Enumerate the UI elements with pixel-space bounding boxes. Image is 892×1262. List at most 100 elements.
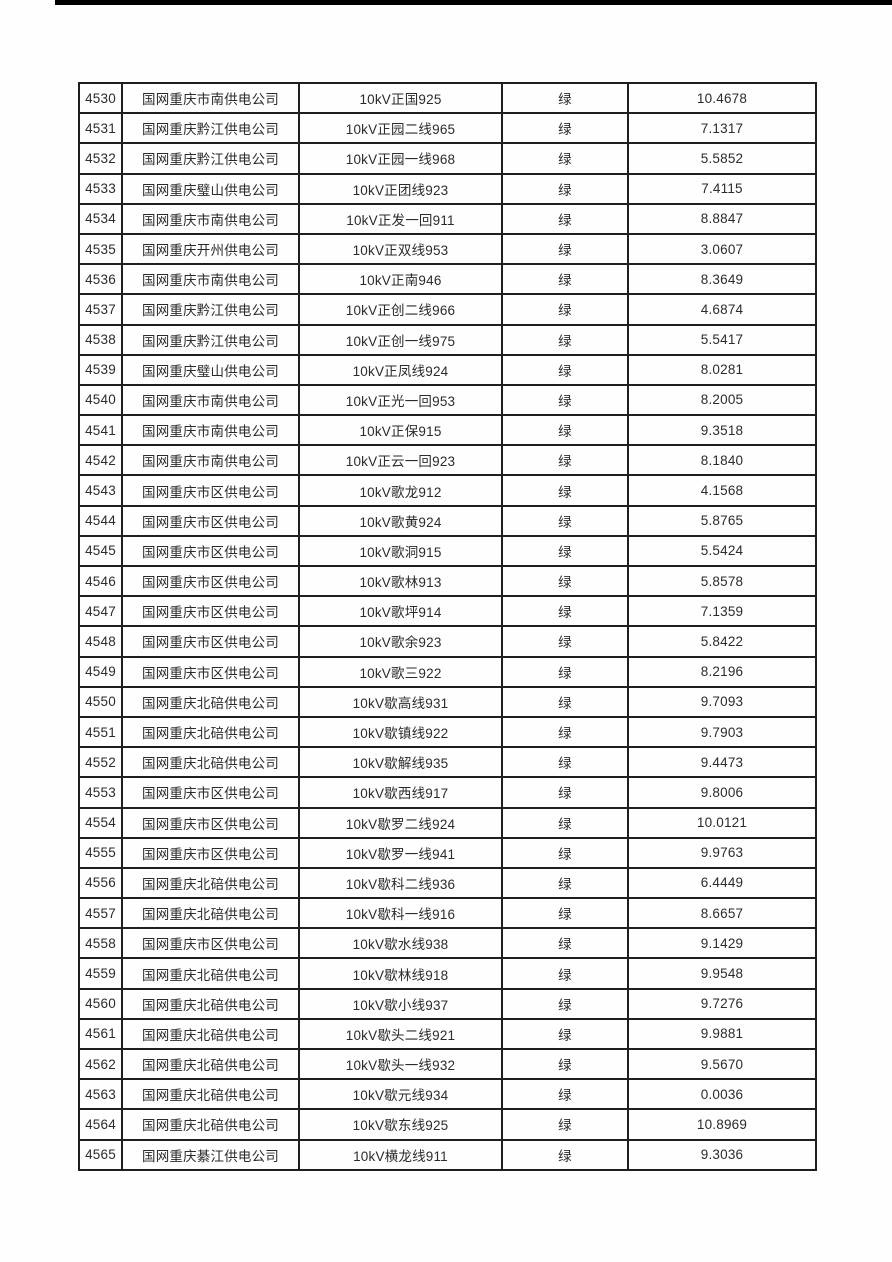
status-cell: 绿 — [501, 534, 629, 568]
company-cell: 国网重庆北碚供电公司 — [121, 1108, 300, 1141]
line-name-cell: 10kV歇头二线921 — [298, 1017, 503, 1051]
value-cell: 10.4678 — [627, 81, 817, 115]
row-id-cell: 4538 — [78, 323, 123, 356]
company-cell: 国网重庆黔江供电公司 — [121, 142, 300, 175]
status-cell: 绿 — [501, 625, 629, 658]
row-id-cell: 4531 — [78, 112, 123, 145]
line-name-cell: 10kV正云一回923 — [298, 444, 503, 477]
row-id-cell: 4552 — [78, 746, 123, 779]
company-cell: 国网重庆北碚供电公司 — [121, 685, 300, 718]
row-id-cell: 4550 — [78, 685, 123, 718]
line-name-cell: 10kV歌坪914 — [298, 595, 503, 628]
row-id-cell: 4564 — [78, 1108, 123, 1141]
table-row: 4552 国网重庆北碚供电公司 10kV歇解线935 绿 9.4473 — [78, 746, 817, 779]
company-cell: 国网重庆市区供电公司 — [121, 504, 300, 537]
company-cell: 国网重庆市区供电公司 — [121, 595, 300, 628]
status-cell: 绿 — [501, 1138, 629, 1171]
row-id-cell: 4544 — [78, 504, 123, 537]
power-line-table: 4530 国网重庆市南供电公司 10kV正国925 绿 10.4678 4531… — [78, 81, 817, 1171]
value-cell: 8.1840 — [627, 444, 817, 477]
line-name-cell: 10kV歇镇线922 — [298, 715, 503, 749]
line-name-cell: 10kV歇罗二线924 — [298, 806, 503, 839]
table-row: 4558 国网重庆市区供电公司 10kV歇水线938 绿 9.1429 — [78, 927, 817, 960]
row-id-cell: 4534 — [78, 202, 123, 235]
value-cell: 8.6657 — [627, 897, 817, 930]
table-row: 4544 国网重庆市区供电公司 10kV歌黄924 绿 5.8765 — [78, 504, 817, 537]
line-name-cell: 10kV歇解线935 — [298, 746, 503, 779]
line-name-cell: 10kV正创二线966 — [298, 293, 503, 326]
company-cell: 国网重庆市区供电公司 — [121, 564, 300, 598]
value-cell: 9.7276 — [627, 987, 817, 1020]
company-cell: 国网重庆黔江供电公司 — [121, 293, 300, 326]
row-id-cell: 4532 — [78, 142, 123, 175]
value-cell: 8.3649 — [627, 263, 817, 296]
line-name-cell: 10kV正保915 — [298, 414, 503, 447]
company-cell: 国网重庆北碚供电公司 — [121, 1078, 300, 1111]
company-cell: 国网重庆市区供电公司 — [121, 927, 300, 960]
line-name-cell: 10kV正创一线975 — [298, 323, 503, 356]
status-cell: 绿 — [501, 1078, 629, 1111]
company-cell: 国网重庆市南供电公司 — [121, 383, 300, 417]
value-cell: 4.6874 — [627, 293, 817, 326]
table-row: 4534 国网重庆市南供电公司 10kV正发一回911 绿 8.8847 — [78, 202, 817, 235]
value-cell: 10.0121 — [627, 806, 817, 839]
company-cell: 国网重庆北碚供电公司 — [121, 1017, 300, 1051]
line-name-cell: 10kV歌龙912 — [298, 474, 503, 507]
value-cell: 7.4115 — [627, 172, 817, 205]
value-cell: 5.5852 — [627, 142, 817, 175]
line-name-cell: 10kV歌余923 — [298, 625, 503, 658]
line-name-cell: 10kV正双线953 — [298, 232, 503, 266]
company-cell: 国网重庆黔江供电公司 — [121, 323, 300, 356]
table-row: 4533 国网重庆璧山供电公司 10kV正团线923 绿 7.4115 — [78, 172, 817, 205]
value-cell: 3.0607 — [627, 232, 817, 266]
table-row: 4545 国网重庆市区供电公司 10kV歌洞915 绿 5.5424 — [78, 534, 817, 568]
company-cell: 国网重庆綦江供电公司 — [121, 1138, 300, 1171]
table-row: 4543 国网重庆市区供电公司 10kV歌龙912 绿 4.1568 — [78, 474, 817, 507]
table-body: 4530 国网重庆市南供电公司 10kV正国925 绿 10.4678 4531… — [78, 81, 817, 1171]
value-cell: 4.1568 — [627, 474, 817, 507]
table-row: 4548 国网重庆市区供电公司 10kV歌余923 绿 5.8422 — [78, 625, 817, 658]
value-cell: 8.2196 — [627, 655, 817, 688]
table-row: 4550 国网重庆北碚供电公司 10kV歇高线931 绿 9.7093 — [78, 685, 817, 718]
company-cell: 国网重庆北碚供电公司 — [121, 987, 300, 1020]
table-row: 4555 国网重庆市区供电公司 10kV歇罗一线941 绿 9.9763 — [78, 836, 817, 869]
status-cell: 绿 — [501, 1108, 629, 1141]
status-cell: 绿 — [501, 474, 629, 507]
row-id-cell: 4546 — [78, 564, 123, 598]
table-row: 4535 国网重庆开州供电公司 10kV正双线953 绿 3.0607 — [78, 232, 817, 266]
row-id-cell: 4562 — [78, 1047, 123, 1081]
company-cell: 国网重庆北碚供电公司 — [121, 1047, 300, 1081]
row-id-cell: 4559 — [78, 957, 123, 990]
row-id-cell: 4556 — [78, 866, 123, 900]
value-cell: 5.8765 — [627, 504, 817, 537]
line-name-cell: 10kV歇头一线932 — [298, 1047, 503, 1081]
line-name-cell: 10kV歇西线917 — [298, 776, 503, 809]
row-id-cell: 4539 — [78, 353, 123, 386]
status-cell: 绿 — [501, 142, 629, 175]
row-id-cell: 4533 — [78, 172, 123, 205]
table-row: 4549 国网重庆市区供电公司 10kV歌三922 绿 8.2196 — [78, 655, 817, 688]
row-id-cell: 4545 — [78, 534, 123, 568]
value-cell: 0.0036 — [627, 1078, 817, 1111]
table-row: 4542 国网重庆市南供电公司 10kV正云一回923 绿 8.1840 — [78, 444, 817, 477]
value-cell: 9.8006 — [627, 776, 817, 809]
table-row: 4565 国网重庆綦江供电公司 10kV横龙线911 绿 9.3036 — [78, 1138, 817, 1171]
line-name-cell: 10kV正国925 — [298, 81, 503, 115]
company-cell: 国网重庆市区供电公司 — [121, 474, 300, 507]
table-row: 4537 国网重庆黔江供电公司 10kV正创二线966 绿 4.6874 — [78, 293, 817, 326]
row-id-cell: 4541 — [78, 414, 123, 447]
company-cell: 国网重庆市南供电公司 — [121, 263, 300, 296]
status-cell: 绿 — [501, 836, 629, 869]
company-cell: 国网重庆璧山供电公司 — [121, 353, 300, 386]
row-id-cell: 4536 — [78, 263, 123, 296]
line-name-cell: 10kV歇水线938 — [298, 927, 503, 960]
status-cell: 绿 — [501, 232, 629, 266]
status-cell: 绿 — [501, 81, 629, 115]
table-row: 4540 国网重庆市南供电公司 10kV正光一回953 绿 8.2005 — [78, 383, 817, 417]
row-id-cell: 4560 — [78, 987, 123, 1020]
company-cell: 国网重庆璧山供电公司 — [121, 172, 300, 205]
value-cell: 5.5417 — [627, 323, 817, 356]
value-cell: 6.4449 — [627, 866, 817, 900]
row-id-cell: 4558 — [78, 927, 123, 960]
line-name-cell: 10kV歇元线934 — [298, 1078, 503, 1111]
